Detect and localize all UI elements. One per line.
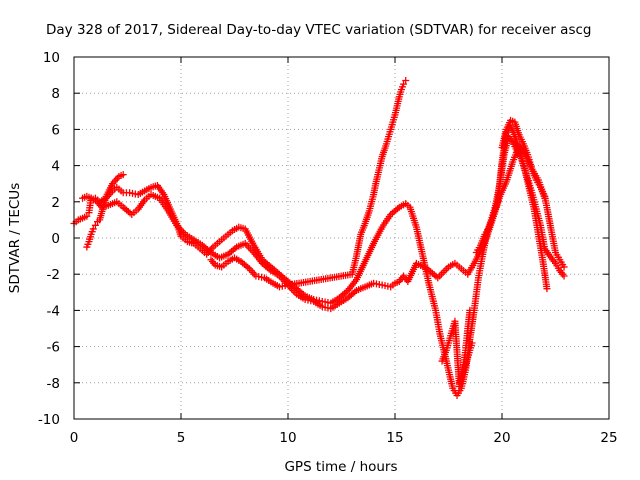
y-tick-label: 0 — [51, 231, 60, 247]
data-point — [119, 171, 127, 179]
x-tick-label: 0 — [70, 430, 79, 446]
x-tick-label: 25 — [600, 430, 617, 446]
y-tick-label: -8 — [47, 376, 60, 392]
data-point — [91, 221, 99, 229]
data-point — [89, 225, 97, 233]
data-point — [83, 212, 91, 220]
y-tick-label: 2 — [51, 195, 60, 211]
y-tick-label: 8 — [51, 86, 60, 102]
data-point — [560, 263, 568, 271]
y-tick-label: -10 — [38, 412, 60, 428]
x-axis-label: GPS time / hours — [284, 459, 397, 475]
chart-title: Day 328 of 2017, Sidereal Day-to-day VTE… — [46, 22, 591, 38]
data-point — [543, 285, 551, 293]
data-point — [402, 77, 410, 85]
data-point — [400, 80, 408, 88]
series-track-d — [438, 122, 568, 387]
data-point — [560, 272, 568, 280]
x-tick-label: 20 — [493, 430, 510, 446]
axis-ticks: 0 5 10 15 20 25 -10 -8 -6 -4 -2 0 2 4 6 8 10 — [38, 50, 618, 446]
y-tick-label: 4 — [51, 159, 60, 175]
y-tick-label: 6 — [51, 122, 60, 138]
y-tick-label: 10 — [43, 50, 60, 66]
y-tick-label: -2 — [47, 267, 60, 283]
data-point — [466, 306, 474, 314]
x-tick-label: 15 — [386, 430, 403, 446]
y-tick-label: -4 — [47, 303, 60, 319]
y-tick-label: -6 — [47, 340, 60, 356]
series-track-c — [83, 77, 568, 390]
data-point — [468, 339, 476, 347]
y-axis-label: SDTVAR / TECUs — [7, 183, 23, 293]
data-markers — [70, 77, 568, 399]
x-tick-label: 5 — [177, 430, 186, 446]
x-tick-label: 10 — [279, 430, 296, 446]
